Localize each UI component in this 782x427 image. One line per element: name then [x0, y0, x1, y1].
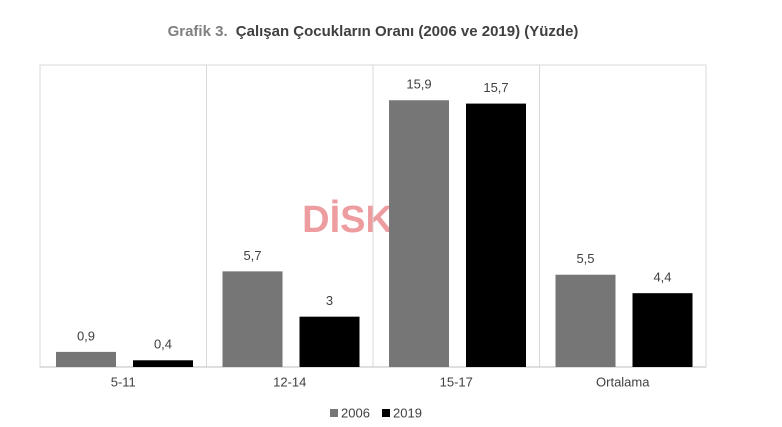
value-label: 5,5 — [576, 251, 594, 266]
title-text: Çalışan Çocukların Oranı (2006 ve 2019) … — [236, 23, 579, 40]
bar — [466, 103, 526, 367]
x-tick-label: 5-11 — [111, 374, 136, 389]
value-label: 0,4 — [154, 337, 172, 352]
value-label: 4,4 — [653, 270, 671, 285]
value-label: 5,7 — [243, 248, 261, 263]
bar — [389, 100, 449, 367]
watermark-a: DİSK — [302, 199, 393, 241]
chart-title: Grafik 3. Çalışan Çocukların Oranı (2006… — [168, 23, 579, 40]
legend-swatch — [382, 409, 390, 417]
legend-swatch — [330, 409, 338, 417]
value-label: 15,9 — [406, 77, 431, 92]
x-tick-label: Ortalama — [596, 374, 650, 389]
value-label: 3 — [326, 293, 333, 308]
bar — [133, 360, 193, 367]
legend-label: 2006 — [341, 405, 370, 420]
title-label: Grafik 3. — [168, 23, 228, 40]
value-label: 15,7 — [483, 80, 508, 95]
value-label: 0,9 — [77, 328, 95, 343]
x-tick-label: 15-17 — [440, 374, 473, 389]
x-tick-label: 12-14 — [273, 374, 306, 389]
bar — [222, 271, 283, 367]
legend-label: 2019 — [393, 405, 422, 420]
bar — [632, 293, 693, 367]
bar — [555, 274, 616, 367]
bar — [56, 351, 116, 367]
bar — [299, 316, 360, 367]
